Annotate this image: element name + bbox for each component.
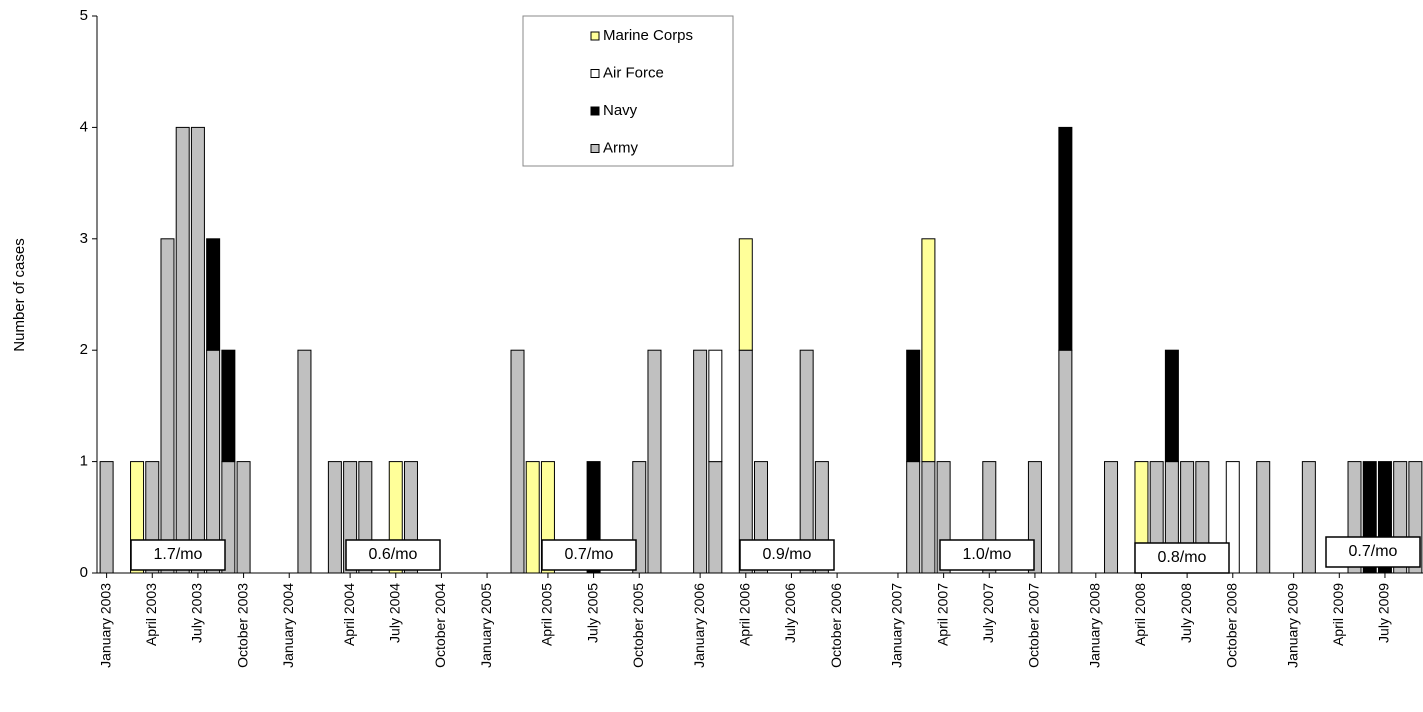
bar-segment <box>738 238 753 351</box>
bar-segment <box>175 126 190 574</box>
x-tick-label: January 2006 <box>691 583 707 668</box>
x-tick-label: April 2006 <box>736 583 752 646</box>
annotation: 0.6/mo <box>369 546 418 563</box>
x-tick-label: October 2006 <box>828 583 844 668</box>
y-axis-title: Number of cases <box>11 238 28 351</box>
bar-segment <box>510 349 525 574</box>
x-tick-label: April 2009 <box>1330 583 1346 646</box>
y-tick-label: 3 <box>80 230 88 247</box>
x-tick-label: July 2003 <box>189 583 205 643</box>
annotation-box <box>130 539 226 571</box>
x-tick-label: April 2008 <box>1132 583 1148 646</box>
annotation-box <box>345 539 441 571</box>
bar-segment <box>236 461 251 574</box>
bar-segment <box>921 238 936 463</box>
x-tick-label: April 2003 <box>143 583 159 646</box>
bar-segment <box>647 349 662 574</box>
bar-segment <box>906 349 921 463</box>
bar-segment <box>525 461 540 574</box>
y-tick-label: 2 <box>80 341 88 358</box>
y-tick-label: 0 <box>80 564 88 581</box>
x-tick-label: April 2005 <box>539 583 555 646</box>
x-tick-label: July 2009 <box>1376 583 1392 643</box>
legend-swatch <box>590 106 600 116</box>
bar-segment <box>693 349 708 574</box>
annotation: 0.7/mo <box>1349 543 1398 560</box>
y-tick-label: 4 <box>80 118 88 135</box>
annotation-box <box>739 539 835 571</box>
x-tick-label: July 2005 <box>584 583 600 643</box>
x-tick-label: July 2004 <box>386 583 402 643</box>
bar-segment <box>327 461 342 574</box>
x-tick-label: October 2007 <box>1026 583 1042 668</box>
x-tick-label: January 2004 <box>280 583 296 668</box>
bar-segment <box>921 461 936 574</box>
x-tick-label: October 2005 <box>630 583 646 668</box>
legend-swatch <box>590 31 600 41</box>
legend-box <box>522 15 734 167</box>
legend-swatch <box>590 69 600 78</box>
annotation-box <box>541 539 637 571</box>
x-tick-label: January 2009 <box>1284 583 1300 668</box>
bar-segment <box>160 238 175 574</box>
annotation: 0.7/mo <box>565 546 614 563</box>
annotation: 1.7/mo <box>154 546 203 563</box>
annotation: 0.8/mo <box>1158 549 1207 566</box>
bar-segment <box>799 349 814 574</box>
bar-segment <box>1058 126 1073 351</box>
legend-label: Air Force <box>603 64 664 81</box>
legend-label: Marine Corps <box>603 27 693 44</box>
x-tick-label: January 2007 <box>889 583 905 668</box>
bar-segment <box>1058 349 1073 574</box>
bar-segment <box>206 238 221 351</box>
legend-label: Navy <box>603 102 638 119</box>
x-tick-label: April 2004 <box>341 583 357 646</box>
annotation-box <box>1134 542 1230 574</box>
bar-segment <box>1301 461 1316 574</box>
bar-segment <box>708 349 723 463</box>
annotation: 0.9/mo <box>763 546 812 563</box>
x-tick-label: October 2003 <box>234 583 250 668</box>
bar-segment <box>1164 349 1179 463</box>
x-tick-label: July 2008 <box>1178 583 1194 643</box>
bar-segment <box>708 461 723 574</box>
x-tick-label: October 2008 <box>1223 583 1239 668</box>
annotation: 1.0/mo <box>963 546 1012 563</box>
y-tick-label: 5 <box>80 7 88 24</box>
x-tick-label: January 2003 <box>97 583 113 668</box>
legend-swatch <box>590 144 600 153</box>
x-tick-label: January 2005 <box>478 583 494 668</box>
x-tick-label: April 2007 <box>934 583 950 646</box>
x-tick-label: October 2004 <box>432 583 448 668</box>
legend-label: Army <box>603 139 638 156</box>
x-tick-label: July 2006 <box>782 583 798 643</box>
annotation-box <box>1325 536 1421 568</box>
y-tick-label: 1 <box>80 453 88 470</box>
bar-segment <box>1256 461 1271 574</box>
x-tick-label: July 2007 <box>980 583 996 643</box>
bar-segment <box>297 349 312 574</box>
bar-segment <box>190 126 205 574</box>
bar-segment <box>99 461 114 574</box>
annotation-box <box>939 539 1035 571</box>
bar-segment <box>1104 461 1119 574</box>
bar-segment <box>906 461 921 574</box>
bar-segment <box>221 349 236 463</box>
x-tick-label: January 2008 <box>1087 583 1103 668</box>
